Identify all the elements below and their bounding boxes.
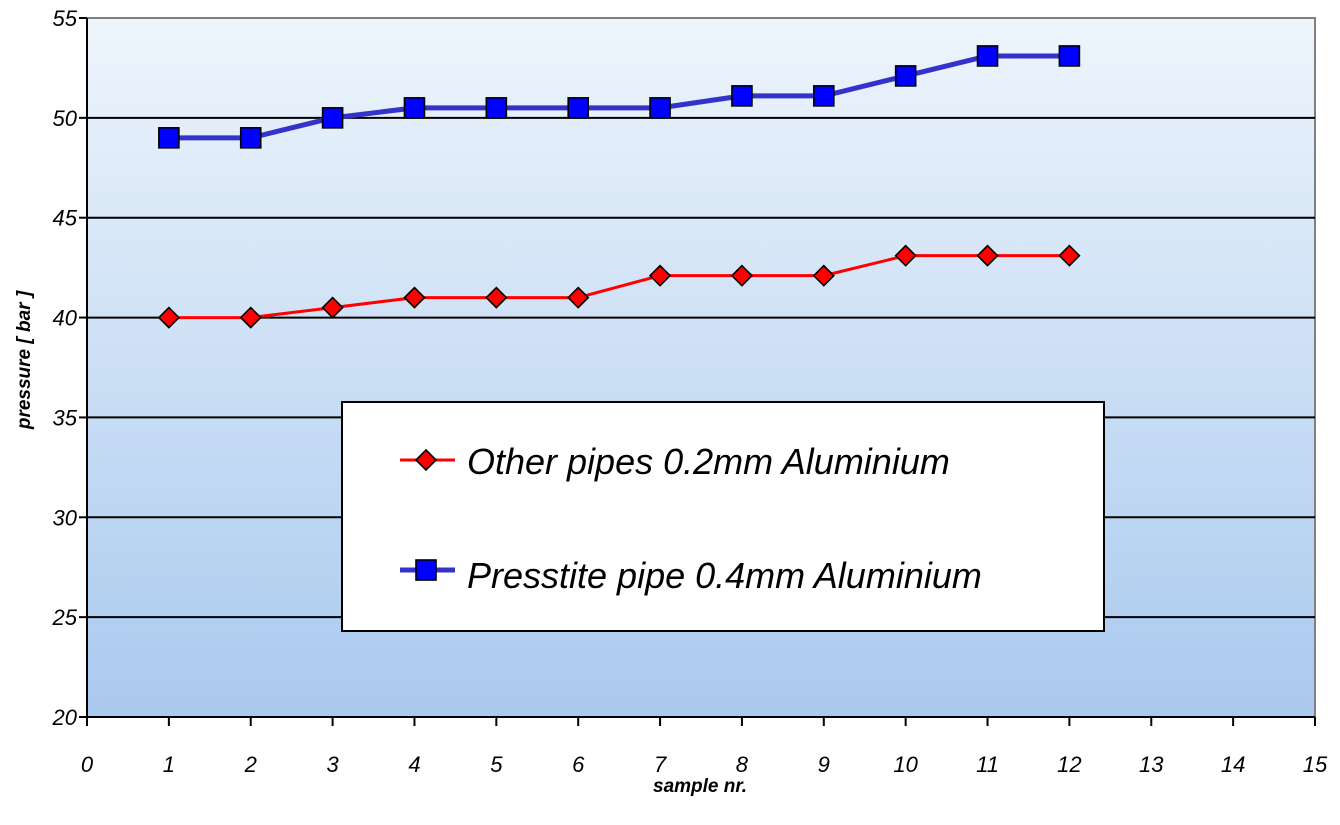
y-tick-label-7: 55	[53, 6, 78, 31]
x-tick-label-15: 15	[1303, 752, 1328, 777]
x-tick-label-10: 10	[893, 752, 918, 777]
point-series-2-12	[1058, 45, 1081, 67]
point-series-1-11	[976, 244, 999, 267]
point-series-1-5	[485, 286, 508, 309]
x-tick-label-7: 7	[654, 752, 667, 777]
point-series-1-9	[812, 264, 835, 287]
x-tick-label-4: 4	[408, 752, 420, 777]
x-tick-label-6: 6	[572, 752, 585, 777]
point-series-1-12	[1058, 244, 1081, 267]
point-series-1-4	[403, 286, 426, 309]
series-group	[157, 45, 1081, 329]
x-tick-label-1: 1	[163, 752, 175, 777]
point-series-2-1	[158, 127, 180, 149]
point-series-2-2	[239, 127, 262, 149]
point-series-2-3	[321, 107, 344, 129]
point-series-1-10	[894, 244, 917, 267]
y-tick-label-0: 20	[52, 705, 78, 730]
point-series-1-3	[321, 296, 344, 319]
y-axis-title: pressure [ bar ]	[14, 290, 35, 430]
x-tick-label-2: 2	[244, 752, 257, 777]
legend-box	[341, 401, 1105, 632]
x-tick-label-11: 11	[976, 752, 999, 777]
point-series-1-6	[567, 286, 590, 309]
series-line-1	[168, 254, 1070, 320]
legend-label-series-1: Other pipes 0.2mm Aluminium	[467, 441, 950, 482]
point-series-1-7	[648, 264, 672, 287]
point-series-2-4	[403, 97, 426, 119]
x-tick-label-12: 12	[1057, 752, 1081, 777]
x-tick-label-9: 9	[818, 752, 830, 777]
point-series-2-8	[731, 85, 753, 107]
y-tick-label-6: 50	[53, 106, 78, 131]
legend-swatch-marker-series-1	[414, 448, 438, 472]
y-tick-label-5: 45	[53, 206, 78, 231]
legend-label-series-2: Presstite pipe 0.4mm Aluminium	[467, 555, 982, 596]
point-series-2-6	[567, 97, 590, 119]
x-tick-label-0: 0	[81, 752, 94, 777]
y-tick-label-2: 30	[53, 505, 78, 530]
point-series-2-9	[812, 85, 835, 107]
point-series-2-11	[976, 45, 999, 67]
point-series-1-1	[157, 306, 180, 329]
point-series-1-8	[730, 264, 754, 287]
x-tick-label-3: 3	[326, 752, 339, 777]
y-tick-label-4: 40	[53, 306, 78, 331]
x-tick-label-14: 14	[1221, 752, 1245, 777]
point-series-1-2	[239, 306, 262, 329]
x-tick-label-5: 5	[490, 752, 503, 777]
x-tick-label-13: 13	[1139, 752, 1164, 777]
point-series-2-7	[649, 97, 671, 119]
legend-swatch-marker-series-2	[415, 559, 437, 581]
x-axis-title: sample nr.	[653, 776, 747, 797]
series-line-2	[168, 53, 1070, 141]
y-tick-label-3: 35	[53, 405, 78, 430]
point-series-2-10	[894, 65, 917, 87]
gridlines	[87, 116, 1315, 619]
y-tick-label-1: 25	[52, 605, 78, 630]
point-series-2-5	[485, 97, 508, 119]
legend: Other pipes 0.2mm Aluminium Presstite pi…	[341, 401, 1105, 632]
x-tick-label-8: 8	[736, 752, 749, 777]
